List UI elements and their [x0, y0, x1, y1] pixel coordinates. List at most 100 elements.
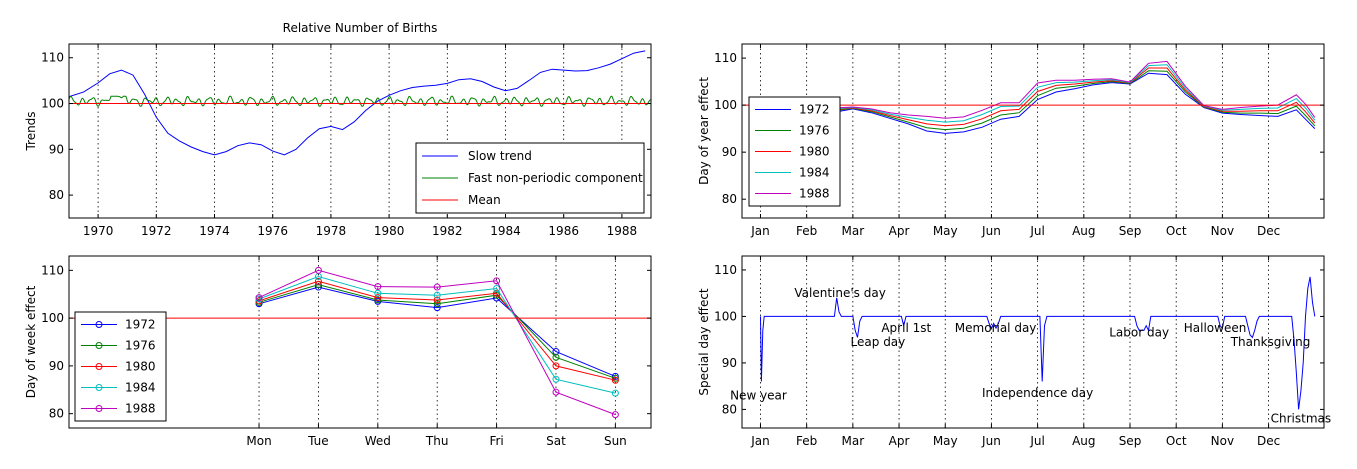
x-tick-label: May [933, 224, 958, 238]
x-tick-label: Dec [1257, 434, 1280, 448]
legend-label: 1984 [125, 381, 156, 395]
data-point-marker [552, 362, 560, 370]
series-line-1980 [760, 67, 1316, 127]
data-point-marker [493, 284, 501, 292]
series-line-1980 [258, 280, 616, 381]
annotation-label: Valentine's day [794, 286, 885, 300]
y-tick-label: 90 [722, 145, 737, 159]
data-point-marker [374, 294, 382, 302]
legend-label: 1984 [799, 166, 830, 180]
legend-marker [95, 321, 103, 328]
series-line-1988 [760, 60, 1316, 120]
x-tick-label: 1972 [141, 224, 172, 238]
y-tick-label: 90 [49, 359, 64, 373]
series-line-1972 [760, 72, 1316, 134]
y-tick-label: 100 [714, 98, 737, 112]
x-tick-label: Oct [1166, 434, 1187, 448]
x-tick-label: Feb [796, 224, 817, 238]
x-tick-label: 1982 [432, 224, 463, 238]
y-tick-label: 110 [41, 263, 64, 277]
data-point-marker [611, 411, 619, 419]
legend-label: 1976 [799, 124, 830, 138]
data-point-marker [552, 353, 560, 361]
legend-marker [95, 405, 103, 412]
x-tick-label: Wed [365, 434, 391, 448]
series-line-slow-trend [69, 50, 646, 156]
annotation-label: Memorial day [955, 321, 1037, 335]
legend-label: 1980 [125, 360, 156, 374]
y-tick-label: 110 [41, 51, 64, 65]
x-tick-label: 1970 [83, 224, 114, 238]
chart-trends: Relative Number of Births Trends 1970 1972 1… [24, 21, 652, 238]
y-tick-label: 90 [722, 356, 737, 370]
legend-label: 1976 [125, 339, 156, 353]
data-point-marker [374, 283, 382, 291]
legend-label: 1972 [799, 103, 830, 117]
data-point-marker [374, 296, 382, 304]
y-axis-label: Day of year effect [697, 77, 711, 185]
x-tick-label: Jul [1029, 434, 1044, 448]
chart-day-of-week: Day of week effect Mon Tue Wed Thu Fri Sat Sun 8… [24, 255, 652, 448]
data-point-marker [493, 277, 501, 285]
x-tick-label: Mar [842, 434, 865, 448]
x-tick-label: Aug [1072, 434, 1095, 448]
legend: 1972 1976 1980 1984 1988 [748, 96, 841, 207]
series-line-1988 [258, 269, 616, 416]
data-point-marker [611, 372, 619, 380]
x-tick-label: Jun [981, 224, 1001, 238]
data-point-marker [433, 300, 441, 308]
data-point-marker [433, 291, 441, 299]
series-line-fast-non-periodic-component [69, 95, 651, 107]
y-tick-label: 110 [714, 51, 737, 65]
axes-frame [741, 43, 1325, 219]
y-tick-label: 100 [714, 309, 737, 323]
legend: 1972 1976 1980 1984 1988 [74, 311, 167, 422]
series-line-1976 [760, 70, 1316, 131]
series-group [69, 50, 651, 156]
data-point-marker [433, 283, 441, 291]
data-point-marker [552, 375, 560, 383]
axes-frame [68, 43, 652, 219]
data-point-marker [314, 277, 322, 285]
x-tick-label: Oct [1166, 224, 1187, 238]
x-tick-label: 1976 [257, 224, 288, 238]
y-tick-label: 80 [722, 402, 737, 416]
series-line-1972 [258, 286, 616, 377]
data-point-marker [433, 304, 441, 312]
y-tick-label: 80 [49, 407, 64, 421]
chart-special-day: Special day effect Jan Feb Mar Apr May Jun Jul A… [697, 255, 1332, 448]
data-point-marker [255, 297, 263, 305]
x-tick-label: 1984 [490, 224, 521, 238]
axes-frame [68, 255, 652, 429]
y-tick-label: 90 [49, 142, 64, 156]
x-tick-label: 1978 [316, 224, 347, 238]
annotation-label: Leap day [851, 335, 906, 349]
y-tick-label: 80 [722, 192, 737, 206]
x-tick-label: Fri [489, 434, 503, 448]
x-tick-label: Sun [604, 434, 627, 448]
series-group [760, 276, 1316, 410]
legend-marker [95, 363, 103, 370]
annotation-label: Christmas [1271, 412, 1332, 426]
annotation-label: Thanksgiving [1230, 335, 1311, 349]
x-tick-label: Apr [889, 434, 910, 448]
data-point-marker [374, 289, 382, 297]
x-tick-label: 1980 [374, 224, 405, 238]
x-tick-label: Sep [1119, 434, 1142, 448]
data-point-marker [552, 388, 560, 396]
x-tick-label: Apr [889, 224, 910, 238]
x-tick-label: Nov [1211, 224, 1234, 238]
chart-day-of-year: Day of year effect Jan Feb Mar Apr May Jun Jul A… [697, 43, 1325, 238]
legend-marker [95, 384, 103, 391]
x-tick-label: Feb [796, 434, 817, 448]
y-tick-label: 110 [714, 263, 737, 277]
x-tick-label: Sat [546, 434, 566, 448]
legend-label: 1972 [125, 318, 156, 332]
data-point-marker [611, 376, 619, 384]
series-line-1984 [760, 64, 1316, 123]
x-tick-label: 1974 [199, 224, 230, 238]
series-line-special-day-effect [760, 276, 1316, 410]
x-tick-label: May [933, 434, 958, 448]
legend: Slow trend Fast non-periodic component Mea… [415, 142, 645, 214]
annotation-label: Independence day [982, 386, 1093, 400]
